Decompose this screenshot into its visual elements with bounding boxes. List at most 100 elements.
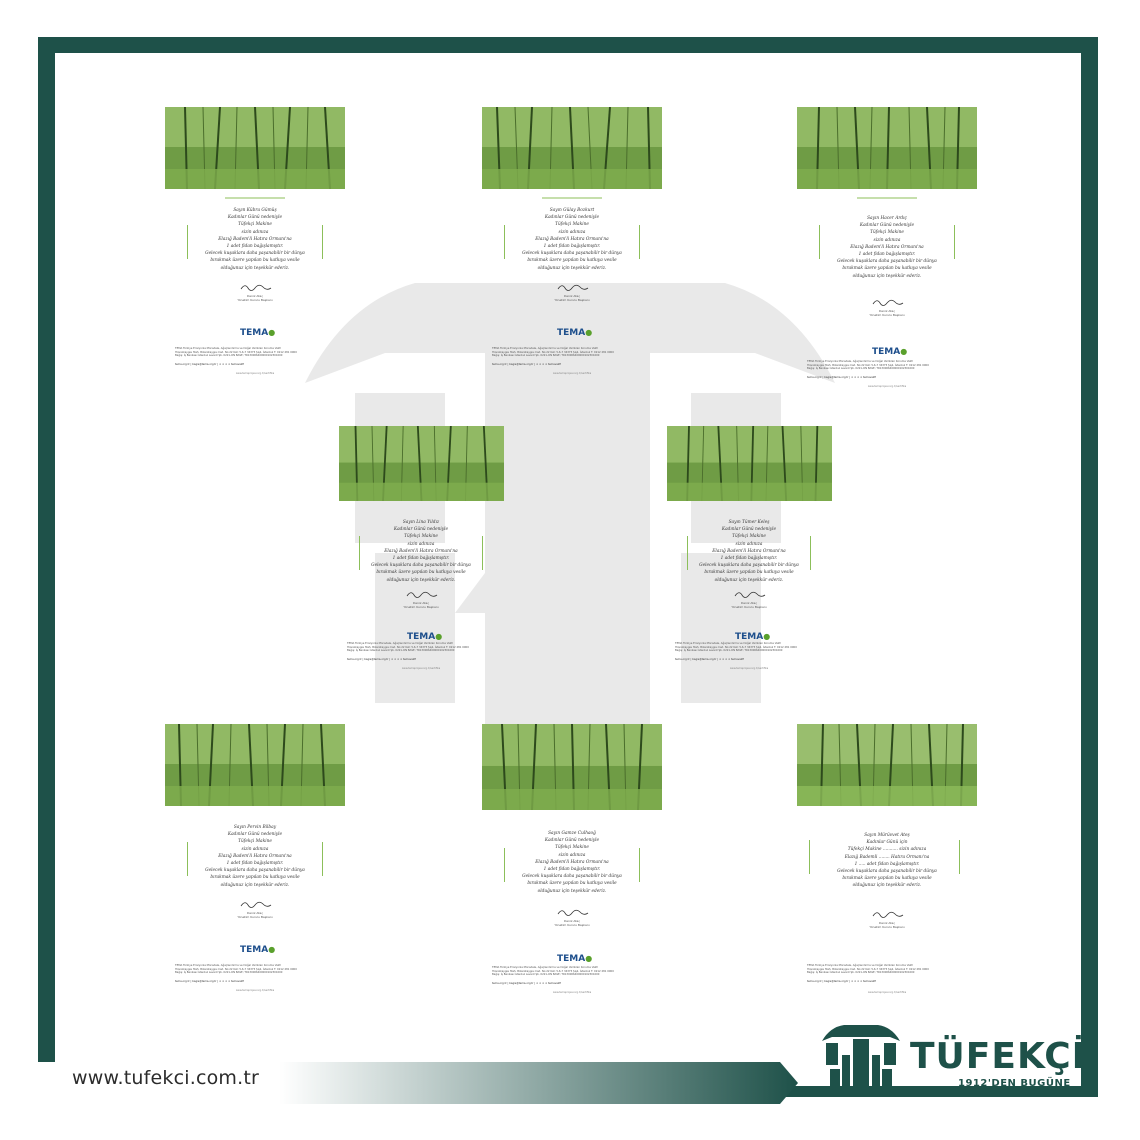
message-line: Tüfekçi Makine xyxy=(238,222,272,228)
decor-line-right xyxy=(322,225,324,259)
footer-address: TEMA Türkiye Erozyonla Mücadele, Ağaçlan… xyxy=(807,360,929,371)
signer-title: Yönetim Kurulu Başkanı xyxy=(731,605,767,609)
footer-address: TEMA Türkiye Erozyonla Mücadele, Ağaçlan… xyxy=(675,642,797,653)
message-line: bırakmak üzere yapılan bu katkıya vesile xyxy=(210,875,300,881)
signature xyxy=(557,284,589,291)
certificate-card: Sayın Tümer Keleş Kadınlar Günü nedeniyl… xyxy=(667,426,832,716)
signer-name: Deniz Ataç xyxy=(563,294,581,298)
forest-photo xyxy=(667,426,832,501)
decor-line-left xyxy=(809,840,811,874)
message-line: olduğunuz için teşekkür ederiz. xyxy=(537,265,607,271)
forest-photo xyxy=(339,426,504,501)
message-line: bırakmak üzere yapılan bu katkıya vesile xyxy=(704,570,794,576)
certificate-message: Sayın Lina Yıldız Kadınlar Günü nedeniyl… xyxy=(349,519,493,584)
message-line: olduğunuz için teşekkür ederiz. xyxy=(852,883,922,889)
forest-photo xyxy=(482,724,662,810)
social-row: tema.org.tr | bagis@tema.org.tr | ✦ ✦ ✦ … xyxy=(175,363,245,366)
message-line: sizin adınıza xyxy=(407,541,435,547)
signer-title: Yönetim Kurulu Başkanı xyxy=(554,923,590,927)
signer-title: Yönetim Kurulu Başkanı xyxy=(869,313,905,317)
signer-title: Yönetim Kurulu Başkanı xyxy=(237,915,273,919)
cert-url: www.temaprojesi.org.tr/sertifika xyxy=(552,991,592,994)
ornament-divider xyxy=(225,197,285,199)
message-line: Tüfekçi Makine xyxy=(732,534,766,540)
decor-line-right xyxy=(639,225,641,259)
certificate-message: Sayın Mürüvvet Ateş Kadınlar Günü için T… xyxy=(815,832,959,890)
brand-tagline: 1912'DEN BUGÜNE xyxy=(958,1078,1071,1089)
signer-name: Deniz Ataç xyxy=(740,601,758,605)
recipient: Sayın Lina Yıldız xyxy=(402,520,440,525)
url-banner xyxy=(0,1062,798,1104)
decor-line-left xyxy=(187,842,189,876)
signer-block: Deniz Ataç Yönetim Kurulu Başkanı xyxy=(837,921,937,929)
message-line: Tüfekçi Makine ........... sizin adınıza xyxy=(847,847,927,853)
cert-url: www.temaprojesi.org.tr/sertifika xyxy=(235,372,275,375)
message-line: 1 adet fidan bağışlamıştır. xyxy=(226,244,284,250)
social-row: tema.org.tr | bagis@tema.org.tr | ✦ ✦ ✦ … xyxy=(807,980,877,983)
message-line: olduğunuz için teşekkür ederiz. xyxy=(714,577,784,583)
recipient: Sayın Tümer Keleş xyxy=(728,520,770,525)
recipient: Sayın Hacer Ardıç xyxy=(867,216,907,221)
tema-logo: TEMA● xyxy=(407,632,443,642)
certificate-message: Sayın Hacer Ardıç Kadınlar Günü nedeniyl… xyxy=(815,215,959,280)
message-line: Gelecek kuşaklara daha yaşanabilir bir d… xyxy=(699,563,799,569)
forest-photo xyxy=(165,724,345,806)
decor-line-right xyxy=(482,536,484,570)
message-line: Tüfekçi Makine xyxy=(238,839,272,845)
signer-block: Deniz Ataç Yönetim Kurulu Başkanı xyxy=(371,601,471,609)
message-line: Gelecek kuşaklara daha yaşanabilir bir d… xyxy=(837,259,937,265)
message-line: sizin adınıza xyxy=(873,237,901,243)
cert-url: www.temaprojesi.org.tr/sertifika xyxy=(552,372,592,375)
signer-block: Deniz Ataç Yönetim Kurulu Başkanı xyxy=(205,911,305,919)
message-line: 1 adet fidan bağışlamıştır. xyxy=(543,867,601,873)
tema-logo: TEMA● xyxy=(735,632,771,642)
message-line: olduğunuz için teşekkür ederiz. xyxy=(386,577,456,583)
certificate-message: Sayın Kübra Gümüş Kadınlar Günü nedeniyl… xyxy=(183,207,327,272)
message-line: Elazığ Badem'li Hatıra Ormanı'na xyxy=(384,548,458,554)
message-line: olduğunuz için teşekkür ederiz. xyxy=(852,273,922,279)
cert-url: www.temaprojesi.org.tr/sertifika xyxy=(867,991,907,994)
signer-block: Deniz Ataç Yönetim Kurulu Başkanı xyxy=(522,919,622,927)
certificate-card: Sayın Pervin Bilbay Kadınlar Günü nedeni… xyxy=(165,724,345,1014)
certificate-card: Sayın Hacer Ardıç Kadınlar Günü nedeniyl… xyxy=(797,107,977,397)
message-line: Kadınlar Günü nedeniyle xyxy=(859,223,915,229)
signature xyxy=(872,911,904,918)
forest-photo xyxy=(165,107,345,189)
message-line: Elazığ Badem'li Hatıra Ormanı'na xyxy=(850,244,924,250)
message-line: sizin adınıza xyxy=(558,229,586,235)
decor-line-right xyxy=(954,225,956,259)
message-line: Gelecek kuşaklara daha yaşanabilir bir d… xyxy=(837,869,937,875)
tema-logo: TEMA● xyxy=(240,945,276,955)
message-line: Kadınlar Günü nedeniyle xyxy=(227,832,283,838)
signer-name: Deniz Ataç xyxy=(563,919,581,923)
message-line: Kadınlar Günü için xyxy=(866,840,908,846)
tema-logo: TEMA● xyxy=(557,328,593,338)
website-url[interactable]: www.tufekci.com.tr xyxy=(72,1067,260,1089)
signer-title: Yönetim Kurulu Başkanı xyxy=(403,605,439,609)
message-line: olduğunuz için teşekkür ederiz. xyxy=(220,265,290,271)
tema-logo: TEMA● xyxy=(240,328,276,338)
brand-name: TÜFEKÇİ xyxy=(910,1036,1087,1077)
social-row: tema.org.tr | bagis@tema.org.tr | ✦ ✦ ✦ … xyxy=(492,363,562,366)
message-line: Gelecek kuşaklara daha yaşanabilir bir d… xyxy=(522,874,622,880)
message-line: Gelecek kuşaklara daha yaşanabilir bir d… xyxy=(205,251,305,257)
decor-line-right xyxy=(959,840,961,874)
certificate-card: Sayın Gamze Culhaoğ Kadınlar Günü nedeni… xyxy=(482,724,662,1014)
signer-block: Deniz Ataç Yönetim Kurulu Başkanı xyxy=(837,309,937,317)
message-line: 1 adet fidan bağışlamıştır. xyxy=(543,244,601,250)
message-line: Gelecek kuşaklara daha yaşanabilir bir d… xyxy=(371,563,471,569)
message-line: bırakmak üzere yapılan bu katkıya vesile xyxy=(842,266,932,272)
message-line: 1 ..... adet fidan bağışlamıştır. xyxy=(854,861,920,867)
message-line: olduğunuz için teşekkür ederiz. xyxy=(537,888,607,894)
message-line: Tüfekçi Makine xyxy=(555,222,589,228)
cert-url: www.temaprojesi.org.tr/sertifika xyxy=(729,667,769,670)
signer-block: Deniz Ataç Yönetim Kurulu Başkanı xyxy=(205,294,305,302)
message-line: Elazığ Badem'li Hatıra Ormanı'na xyxy=(218,236,292,242)
signer-block: Deniz Ataç Yönetim Kurulu Başkanı xyxy=(522,294,622,302)
signature xyxy=(406,591,438,598)
forest-photo xyxy=(482,107,662,189)
footer-address: TEMA Türkiye Erozyonla Mücadele, Ağaçlan… xyxy=(175,347,297,358)
certificate-card: Sayın Lina Yıldız Kadınlar Günü nedeniyl… xyxy=(339,426,504,716)
footer-address: TEMA Türkiye Erozyonla Mücadele, Ağaçlan… xyxy=(175,964,297,975)
signature xyxy=(240,284,272,291)
